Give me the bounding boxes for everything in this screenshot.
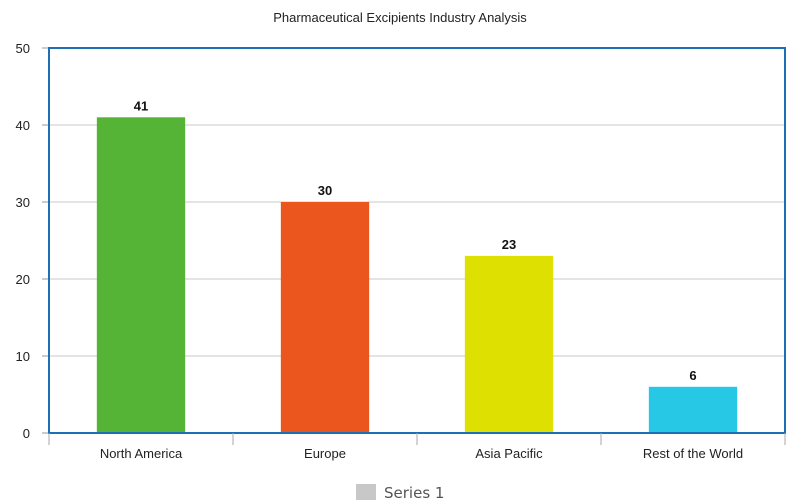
legend-label: Series 1 (384, 484, 444, 502)
x-category-label: North America (100, 446, 183, 461)
y-axis-ticks: 0 10 20 30 40 50 (16, 41, 49, 441)
y-tick-label: 50 (16, 41, 30, 56)
legend-swatch (356, 484, 376, 500)
bar-value-label: 23 (502, 237, 516, 252)
x-category-label: Asia Pacific (475, 446, 543, 461)
y-tick-label: 20 (16, 272, 30, 287)
data-labels: 41 30 23 6 (134, 98, 697, 383)
bar-value-label: 30 (318, 183, 332, 198)
x-category-label: Rest of the World (643, 446, 743, 461)
bar-value-label: 41 (134, 98, 148, 113)
bar-value-label: 6 (689, 368, 696, 383)
x-category-label: Europe (304, 446, 346, 461)
bar[interactable] (464, 255, 554, 433)
bars (96, 117, 738, 434)
chart-title: Pharmaceutical Excipients Industry Analy… (273, 10, 527, 25)
legend[interactable]: Series 1 (356, 484, 444, 502)
y-tick-label: 30 (16, 195, 30, 210)
y-tick-label: 0 (23, 426, 30, 441)
bar[interactable] (96, 117, 186, 434)
bar[interactable] (280, 202, 370, 433)
y-tick-label: 40 (16, 118, 30, 133)
x-axis: North America Europe Asia Pacific Rest of t… (48, 433, 786, 461)
bar[interactable] (648, 386, 738, 433)
y-tick-label: 10 (16, 349, 30, 364)
